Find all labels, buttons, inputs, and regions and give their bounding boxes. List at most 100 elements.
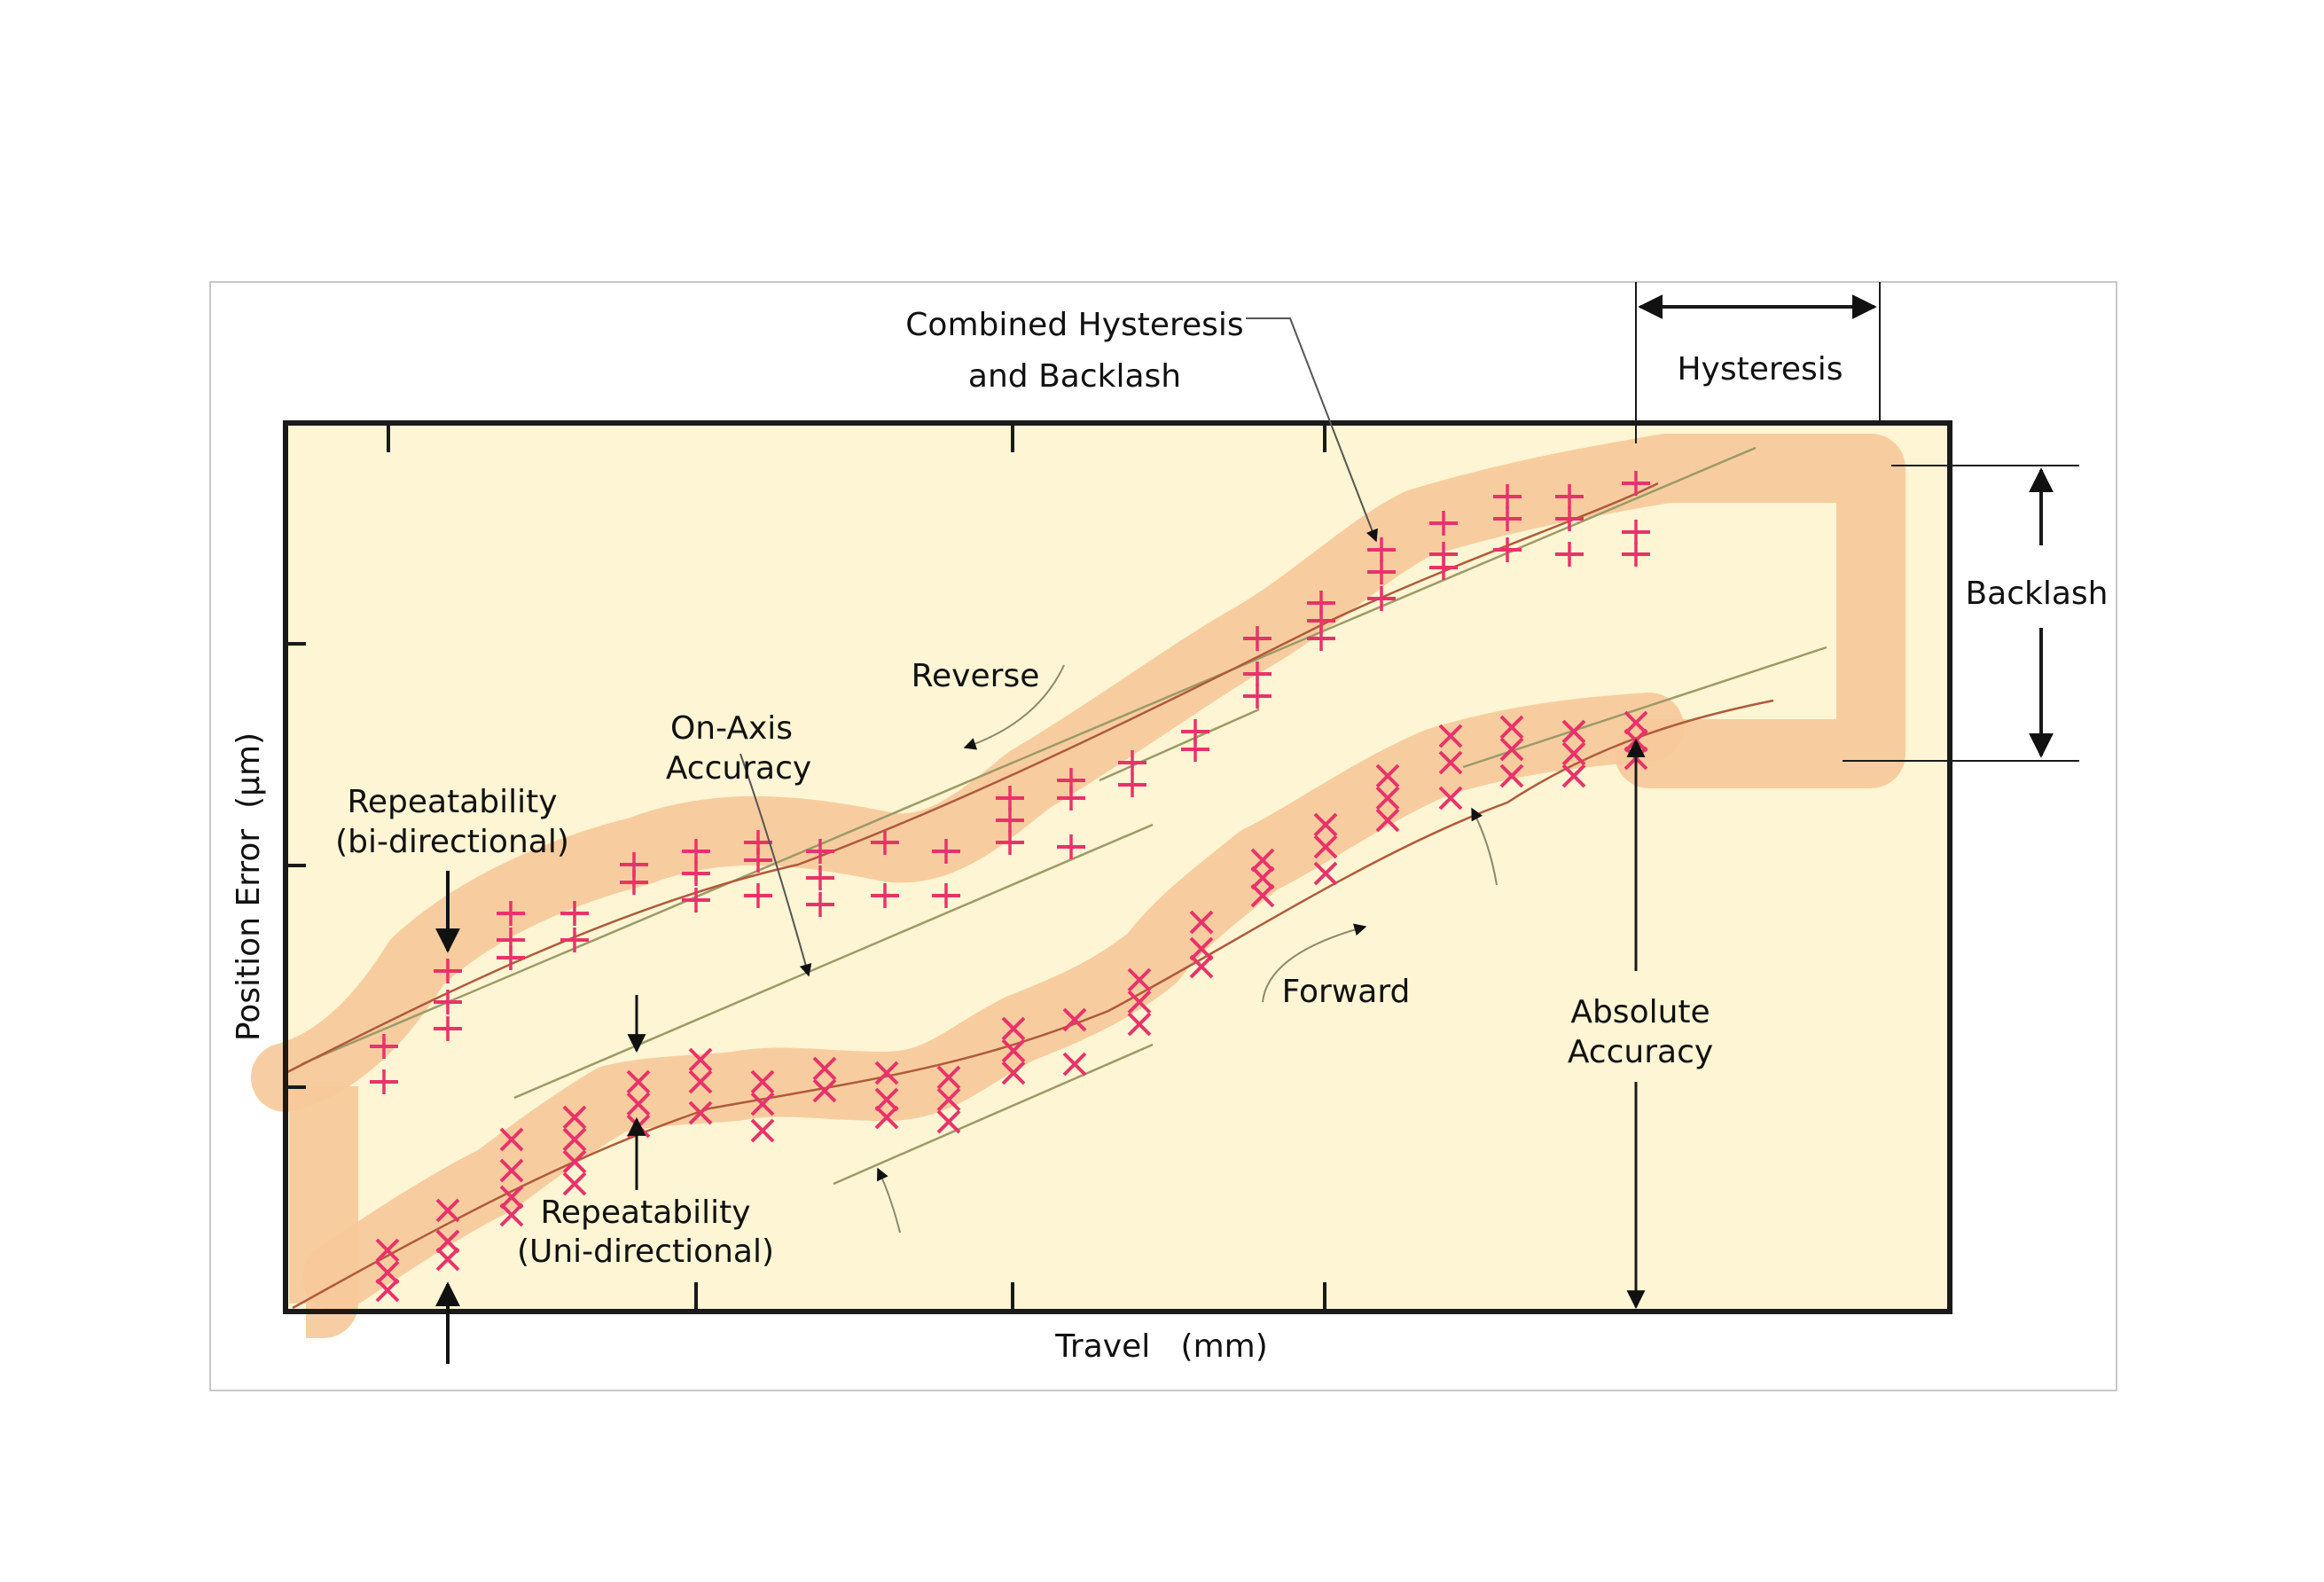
reverse-marker [1429,511,1458,536]
forward-marker [1313,812,1338,837]
forward-marker [1313,861,1338,886]
forward-marker [1062,1052,1087,1077]
reverse-marker [682,839,710,864]
labels: Combined Hysteresis and Backlash Hystere… [231,307,2109,1365]
backlash-label: Backlash [1965,576,2108,612]
reverse-marker [620,870,648,895]
forward-marker [562,1127,587,1152]
reverse-marker [1243,662,1272,686]
forward-marker [1375,808,1400,833]
reverse-marker [370,1069,398,1094]
forward-marker [1001,1061,1026,1085]
reverse-marker [1622,520,1650,544]
reverse-marker [1493,484,1522,509]
reverse-marker [497,901,525,926]
reverse-marker [1181,737,1209,762]
reverse-marker [932,883,960,908]
reverse-marker [806,839,834,864]
reverse-marker [434,1016,462,1041]
reverse-marker [1367,586,1396,611]
reverse-marker [1243,684,1272,709]
axis-ticks [286,423,1326,1312]
forward-marker [1189,910,1214,935]
rep-uni-label-line2: (Uni-directional) [517,1233,774,1270]
forward-marker [1438,724,1463,748]
forward-arrow [1262,923,1367,1003]
reverse-label: Reverse [912,658,1040,694]
forward-marker [688,1069,713,1094]
forward-band [302,693,1684,1312]
forward-marker [688,1047,713,1072]
forward-marker [1499,764,1524,788]
reverse-marker [1555,542,1584,567]
forward-marker [1250,865,1275,890]
reverse-marker [560,928,589,952]
forward-marker [1189,954,1214,979]
forward-marker [1499,737,1524,762]
forward-marker [562,1149,587,1174]
abs-label-line1: Absolute [1570,994,1710,1030]
forward-marker [1438,786,1463,811]
reverse-arrow [963,664,1065,750]
forward-marker [375,1278,400,1303]
pointer-arrows [435,317,1498,1364]
reverse-marker [871,883,899,908]
forward-marker [375,1260,400,1285]
reverse-marker [1243,626,1272,651]
reverse-marker [1118,750,1146,775]
guide-line-4 [1099,708,1260,782]
reverse-marker [682,861,710,886]
reverse-markers [370,471,1650,1094]
reverse-marker [806,892,834,917]
forward-marker [1561,764,1586,788]
forward-marker [499,1202,524,1227]
forward-marker [1189,936,1214,961]
reverse-marker [932,839,960,864]
forward-marker [750,1092,775,1116]
forward-marker [812,1056,837,1081]
forward-marker [1250,848,1275,873]
forward-label: Forward [1282,974,1411,1010]
forward-marker [626,1069,651,1094]
forward-marker [1375,764,1400,788]
x-axis-label: Travel (mm) [1054,1328,1268,1365]
forward-marker [435,1247,460,1272]
forward-marker [499,1127,524,1152]
forward-marker [1250,883,1275,908]
reverse-marker [1367,560,1396,584]
abs-label-line2: Accuracy [1568,1034,1713,1070]
forward-marker [936,1087,961,1112]
reverse-marker [996,830,1024,855]
reverse-marker [1057,786,1085,811]
forward-marker [936,1065,961,1090]
forward-marker [1127,967,1152,992]
forward-marker [1499,715,1524,740]
forward-marker [1561,719,1586,744]
combined-label-line1: Combined Hysteresis [905,307,1243,343]
left-band-connector [289,1086,358,1338]
forward-marker [750,1118,775,1143]
forward-marker [688,1100,713,1125]
guide-line-2 [833,1043,1154,1186]
on-axis-label-line1: On-Axis [670,710,793,747]
forward-marker [435,1198,460,1223]
y-axis-label: Position Error (μm) [231,732,267,1041]
forward-marker [1127,1012,1152,1037]
reverse-marker [1555,506,1584,531]
reverse-band [251,434,1905,1112]
forward-marker [1561,741,1586,766]
reverse-marker [1622,542,1650,567]
reverse-marker [806,865,834,890]
forward-marker [812,1078,837,1103]
reverse-marker [1057,834,1085,859]
rep-bi-label-line2: (bi-directional) [335,824,569,860]
reverse-marker [1429,555,1458,580]
lower-left-leader [877,1167,901,1233]
forward-marker [375,1238,400,1263]
reverse-marker [996,808,1024,833]
guide-line-1 [513,823,1154,1100]
forward-markers [375,710,1648,1303]
reverse-marker [1622,471,1650,496]
rep-uni-label-line1: Repeatability [540,1194,750,1231]
